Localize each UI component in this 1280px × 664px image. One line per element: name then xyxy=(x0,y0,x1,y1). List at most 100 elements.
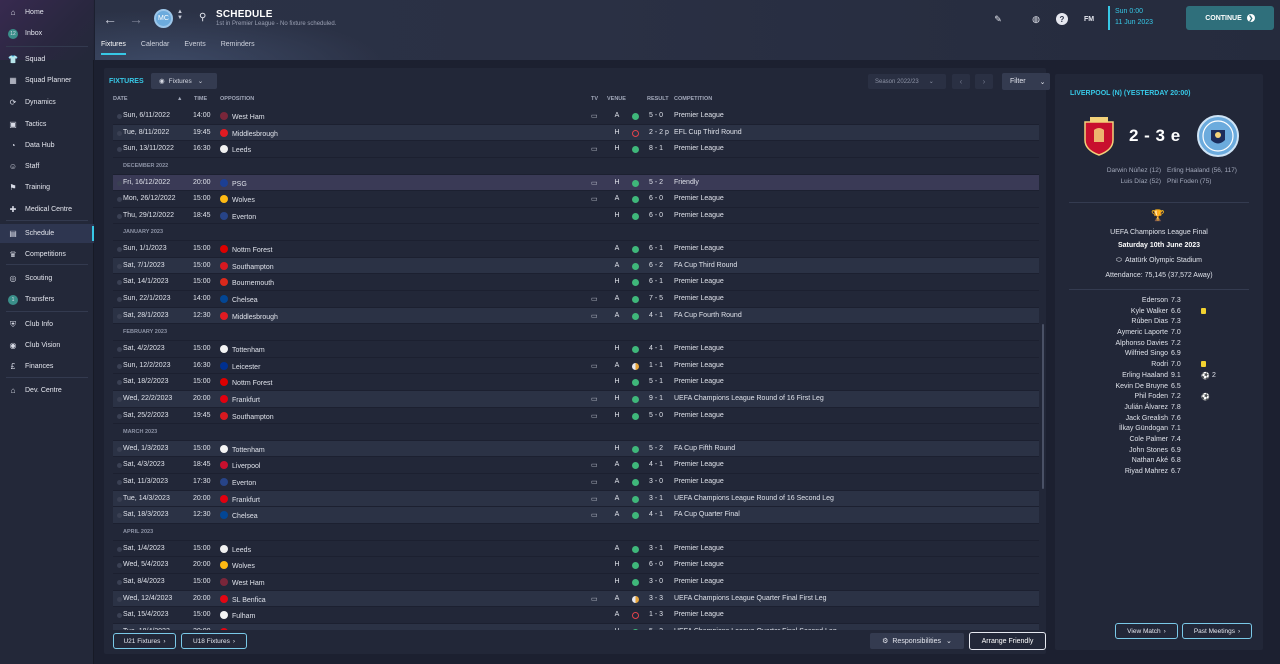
u21-fixtures-button[interactable]: U21 Fixtures › xyxy=(113,633,176,649)
fixture-competition[interactable]: Premier League xyxy=(674,478,724,486)
fixture-select-toggle[interactable] xyxy=(117,213,122,219)
col-tv[interactable]: TV xyxy=(591,96,599,102)
col-date[interactable]: DATE xyxy=(113,96,128,102)
fixture-select-toggle[interactable] xyxy=(117,280,122,286)
fixture-select-toggle[interactable] xyxy=(117,147,122,153)
fixture-opposition[interactable]: SL Benfica xyxy=(220,594,266,604)
fixture-opposition[interactable]: Leeds xyxy=(220,544,251,554)
fixture-competition[interactable]: FA Cup Fourth Round xyxy=(674,311,742,319)
player-rating-row[interactable]: Riyad Mahrez 6.7 xyxy=(1055,468,1263,479)
sidebar-item-dynamics[interactable]: ⟳ Dynamics xyxy=(0,93,94,112)
fixture-row[interactable]: Sat, 4/3/2023 18:45 Liverpool ▭ A 4 - 1 Premie… xyxy=(113,457,1039,475)
next-season-button[interactable]: › xyxy=(975,74,993,89)
fixture-result[interactable]: 6 - 0 xyxy=(649,211,664,219)
fixture-select-toggle[interactable] xyxy=(117,613,122,619)
fixture-row[interactable]: Sun, 13/11/2022 16:30 Leeds ▭ H 8 - 1 Premier … xyxy=(113,141,1039,158)
fixture-result[interactable]: 4 - 1 xyxy=(649,511,664,519)
fixture-row[interactable]: Wed, 5/4/2023 20:00 Wolves H 6 - 0 Premier Le… xyxy=(113,557,1039,574)
player-rating-row[interactable]: Rodri 7.0 xyxy=(1055,361,1263,372)
fixture-row[interactable]: Sat, 7/1/2023 15:00 Southampton A 6 - 2 FA Cu… xyxy=(113,257,1039,275)
tab-reminders[interactable]: Reminders xyxy=(220,41,255,48)
player-rating-row[interactable]: Jack Grealish 7.6 xyxy=(1055,415,1263,426)
fixture-row[interactable]: Sat, 8/4/2023 15:00 West Ham H 3 - 0 Premier … xyxy=(113,574,1039,591)
fixture-competition[interactable]: Premier League xyxy=(674,112,724,119)
fixture-opposition[interactable]: Leicester xyxy=(220,361,260,371)
fixture-result[interactable]: 3 - 1 xyxy=(649,544,664,552)
fixture-opposition[interactable]: Leeds xyxy=(220,145,251,154)
continue-button[interactable]: CONTINUE ❯ xyxy=(1186,6,1274,30)
fixture-select-toggle[interactable] xyxy=(117,513,122,519)
fixture-competition[interactable]: Premier League xyxy=(674,461,724,469)
fixture-opposition[interactable]: Bournemouth xyxy=(220,278,274,287)
fixture-opposition[interactable]: Middlesbrough xyxy=(220,128,278,138)
fixture-select-toggle[interactable] xyxy=(117,263,122,269)
edit-pencil-icon[interactable]: ✎ xyxy=(994,13,1002,24)
fixture-competition[interactable]: Premier League xyxy=(674,361,724,369)
fixture-result[interactable]: 7 - 5 xyxy=(649,295,664,303)
fixture-select-toggle[interactable] xyxy=(117,180,122,186)
help-icon[interactable]: ? xyxy=(1056,13,1068,25)
prev-season-button[interactable]: ‹ xyxy=(952,74,970,89)
fixture-result[interactable]: 1 - 3 xyxy=(649,611,664,619)
sidebar-item-staff[interactable]: ☺ Staff xyxy=(0,157,94,176)
fixture-competition[interactable]: Premier League xyxy=(674,611,724,619)
fixture-opposition[interactable]: Nottm Forest xyxy=(220,378,272,387)
fixture-select-toggle[interactable] xyxy=(117,446,122,452)
fixture-select-toggle[interactable] xyxy=(117,247,122,253)
fixture-select-toggle[interactable] xyxy=(117,579,122,585)
col-result[interactable]: RESULT xyxy=(647,96,669,102)
fixture-result[interactable]: 1 - 1 xyxy=(649,361,664,369)
fixture-competition[interactable]: UEFA Champions League Quarter Final Firs… xyxy=(674,594,827,602)
fixture-opposition[interactable]: Nottm Forest xyxy=(220,245,272,254)
fixture-result[interactable]: 6 - 2 xyxy=(649,261,664,269)
sidebar-item-tactics[interactable]: ▣ Tactics xyxy=(0,115,94,134)
fixture-result[interactable]: 4 - 1 xyxy=(649,461,664,469)
fixture-opposition[interactable]: Southampton xyxy=(220,261,274,271)
fixture-competition[interactable]: FA Cup Fifth Round xyxy=(674,444,736,452)
player-rating-row[interactable]: John Stones 6.9 xyxy=(1055,447,1263,458)
fixture-row[interactable]: Mon, 26/12/2022 15:00 Wolves ▭ A 6 - 0 Premier… xyxy=(113,191,1039,208)
fixture-row[interactable]: Sat, 28/1/2023 12:30 Middlesbrough ▭ A 4 - 1 F… xyxy=(113,307,1039,325)
sidebar-item-data-hub[interactable]: ◔ Data Hub xyxy=(0,136,94,155)
fixture-result[interactable]: 5 - 1 xyxy=(649,378,664,386)
tab-fixtures[interactable]: Fixtures xyxy=(101,41,126,55)
player-rating-row[interactable]: Kyle Walker 6.6 xyxy=(1055,307,1263,319)
sidebar-item-scouting[interactable]: ◎ Scouting xyxy=(0,269,94,288)
col-opposition[interactable]: OPPOSITION xyxy=(220,96,255,102)
fixture-row[interactable]: Sat, 1/4/2023 15:00 Leeds A 3 - 1 Premier Lea… xyxy=(113,541,1039,558)
fixture-row[interactable]: Wed, 12/4/2023 20:00 SL Benfica ▭ A 3 - 3 UEFA… xyxy=(113,590,1039,608)
fixture-row[interactable]: Tue, 14/3/2023 20:00 Frankfurt ▭ A 3 - 1 UEFA … xyxy=(113,490,1039,508)
fixture-result[interactable]: 8 - 1 xyxy=(649,145,664,153)
fixture-result[interactable]: 3 - 0 xyxy=(649,577,664,585)
fixture-opposition[interactable]: Everton xyxy=(220,478,256,487)
fixture-select-toggle[interactable] xyxy=(117,596,122,602)
sidebar-item-inbox[interactable]: 12 Inbox xyxy=(0,24,94,43)
fixture-result[interactable]: 5 - 0 xyxy=(649,411,664,419)
fixture-competition[interactable]: Premier League xyxy=(674,195,724,203)
fixture-row[interactable]: Sun, 6/11/2022 14:00 West Ham ▭ A 5 - 0 Premie… xyxy=(113,108,1039,125)
sidebar-item-schedule[interactable]: ▤ Schedule xyxy=(0,224,94,243)
fixture-select-toggle[interactable] xyxy=(117,480,122,486)
fixture-result[interactable]: 6 - 1 xyxy=(649,278,664,286)
fixture-competition[interactable]: Premier League xyxy=(674,145,724,153)
col-venue[interactable]: VENUE xyxy=(607,96,626,102)
filter-button[interactable]: Filter ⌄ xyxy=(1002,73,1050,90)
forward-arrow-icon[interactable]: → xyxy=(129,11,143,27)
fm-menu-icon[interactable]: FM xyxy=(1083,15,1095,23)
club-switch-chevron-icon[interactable]: ▲ ▼ xyxy=(177,9,183,21)
past-meetings-button[interactable]: Past Meetings › xyxy=(1182,623,1252,639)
view-match-button[interactable]: View Match › xyxy=(1115,623,1178,639)
fixture-competition[interactable]: Premier League xyxy=(674,245,724,253)
sidebar-item-medical-centre[interactable]: ✚ Medical Centre xyxy=(0,200,94,219)
player-rating-row[interactable]: Phil Foden 7.2 ⚽ xyxy=(1055,393,1263,404)
player-rating-row[interactable]: Cole Palmer 7.4 xyxy=(1055,436,1263,447)
fixture-opposition[interactable]: Tottenham xyxy=(220,444,265,454)
fixture-competition[interactable]: Premier League xyxy=(674,544,724,552)
fixture-opposition[interactable]: Southampton xyxy=(220,411,274,421)
fixture-competition[interactable]: Premier League xyxy=(674,344,724,352)
last-match-title[interactable]: LIVERPOOL (N) (YESTERDAY 20:00) xyxy=(1070,90,1191,97)
fixtures-scrollbar[interactable] xyxy=(1042,324,1044,489)
fixture-result[interactable]: 6 - 0 xyxy=(649,195,664,203)
fixture-result[interactable]: 3 - 1 xyxy=(649,494,664,502)
fixture-select-toggle[interactable] xyxy=(117,297,122,303)
